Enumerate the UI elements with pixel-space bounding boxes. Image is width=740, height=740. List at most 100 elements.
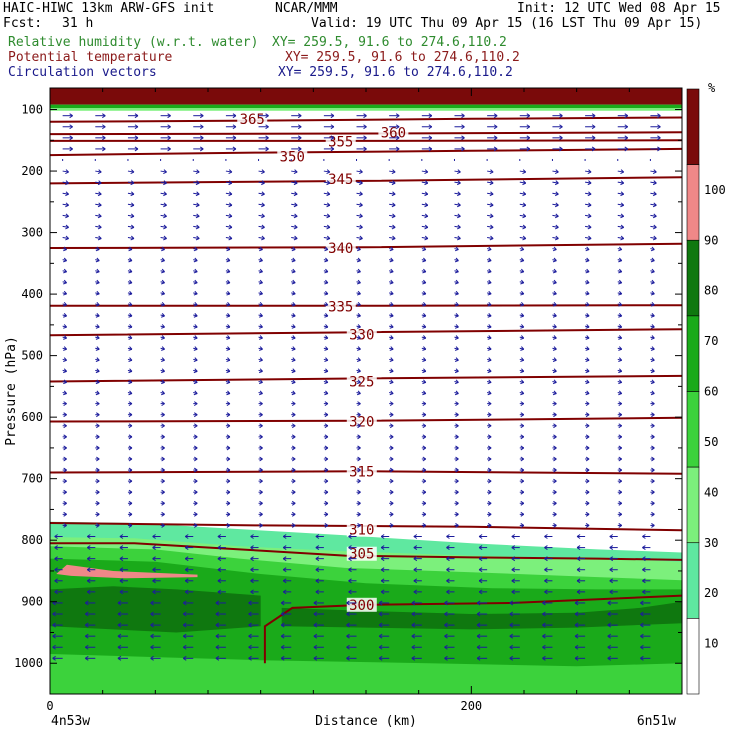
vector-arrow xyxy=(323,181,330,184)
vector-head xyxy=(226,491,231,495)
vector-head xyxy=(609,578,614,582)
vector-head xyxy=(609,591,614,595)
vector-head xyxy=(544,558,548,562)
vector-head xyxy=(194,257,198,261)
vector-arrow xyxy=(62,214,69,217)
vector-head xyxy=(618,335,623,339)
vector-head xyxy=(356,315,361,318)
vector-head xyxy=(258,315,263,318)
vector-head xyxy=(390,324,394,328)
vector-head xyxy=(618,434,623,438)
vector-head xyxy=(520,447,525,451)
vector-head xyxy=(265,146,269,150)
vector-head xyxy=(85,613,89,617)
vector-head xyxy=(357,425,361,429)
vector-arrow xyxy=(95,214,102,217)
vector-head xyxy=(291,370,296,374)
vector-head xyxy=(291,525,296,528)
vector-head xyxy=(325,268,329,273)
vector-head xyxy=(291,249,296,252)
vector-head xyxy=(163,213,167,217)
vector-head xyxy=(520,412,525,416)
vector-head xyxy=(493,126,498,130)
vector-arrow xyxy=(389,225,396,228)
vector-head xyxy=(348,591,352,595)
vector-head xyxy=(324,425,329,429)
vector-head xyxy=(280,633,285,637)
vector-head xyxy=(607,633,612,637)
vector-arrow xyxy=(323,225,330,228)
vector-head xyxy=(161,260,165,263)
vector-head xyxy=(226,525,231,528)
vector-head xyxy=(455,467,459,471)
vector-head xyxy=(511,545,516,548)
vector-head xyxy=(250,567,254,571)
vector-head xyxy=(228,171,233,174)
vector-head xyxy=(227,279,231,284)
theta-label-bg xyxy=(325,172,356,187)
vector-head xyxy=(490,224,494,228)
vector-head xyxy=(424,238,429,241)
vector-head xyxy=(422,436,427,440)
vector-arrow xyxy=(291,170,298,173)
vector-arrow xyxy=(421,181,428,184)
vector-head xyxy=(54,589,58,593)
vector-head xyxy=(422,525,427,528)
vector-head xyxy=(199,135,204,139)
vector-head xyxy=(326,215,331,219)
vector-arrow xyxy=(193,203,200,206)
vector-head xyxy=(424,169,429,173)
vector-head xyxy=(96,414,100,418)
vector-head xyxy=(651,379,655,383)
vector-head xyxy=(282,567,287,571)
vector-head xyxy=(324,401,329,405)
vector-head xyxy=(134,115,139,119)
vector-head xyxy=(574,613,579,617)
vector-head xyxy=(291,434,296,438)
vector-arrow xyxy=(389,192,396,195)
vector-head xyxy=(259,268,263,273)
vector-head xyxy=(446,580,450,584)
vector-head xyxy=(150,635,154,639)
vector-head xyxy=(161,513,165,517)
vector-head xyxy=(259,412,263,416)
vector-head xyxy=(357,403,361,407)
vector-head xyxy=(526,135,531,139)
vector-head xyxy=(96,412,100,416)
vector-head xyxy=(96,469,100,473)
vector-head xyxy=(553,436,557,440)
vector-head xyxy=(193,502,198,506)
vector-head xyxy=(520,425,525,429)
vector-head xyxy=(542,622,546,626)
vector-head xyxy=(119,580,124,584)
vector-head xyxy=(455,257,459,261)
vector-head xyxy=(291,348,296,351)
theta-label-350: 350 xyxy=(280,149,305,165)
vector-head xyxy=(357,335,361,339)
vector-head xyxy=(428,137,433,141)
vector-head xyxy=(553,368,557,372)
vector-head xyxy=(585,315,590,318)
vector-head xyxy=(161,458,165,462)
vector-head xyxy=(280,613,285,617)
vector-head xyxy=(587,171,592,174)
vector-head xyxy=(422,304,426,307)
vector-head xyxy=(193,523,198,526)
vector-head xyxy=(291,445,296,449)
vector-head xyxy=(52,633,56,637)
vector-head xyxy=(422,458,427,462)
vector-head xyxy=(461,113,465,117)
vector-head xyxy=(509,622,514,626)
vector-head xyxy=(553,257,557,261)
vector-head xyxy=(618,469,623,473)
vector-head xyxy=(487,456,492,460)
vector-head xyxy=(258,359,263,362)
vector-head xyxy=(215,624,220,628)
vector-head xyxy=(455,403,459,407)
vector-head xyxy=(196,169,200,173)
vector-head xyxy=(291,393,296,396)
vector-head xyxy=(226,260,231,263)
vector-head xyxy=(624,124,629,128)
vector-head xyxy=(424,226,429,230)
vector-head xyxy=(487,337,492,340)
